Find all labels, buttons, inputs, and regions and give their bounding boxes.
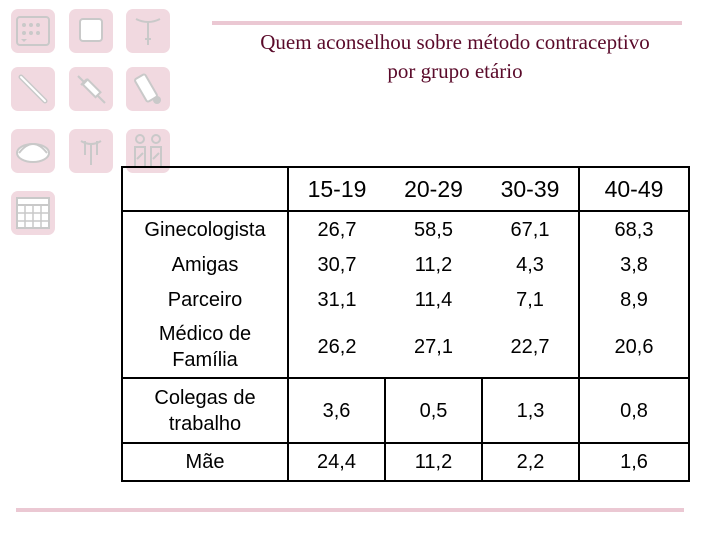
table-cell: 68,3 — [614, 218, 654, 241]
bottom-rule — [16, 508, 684, 512]
couple-icon — [126, 129, 170, 173]
table-cell: 1,6 — [620, 451, 648, 473]
vial-icon — [126, 67, 170, 111]
table-cell: 20,6 — [579, 317, 688, 379]
iud-t-icon — [69, 129, 113, 173]
table-row: Médico de Família 26,2 27,1 22,7 20,6 — [123, 317, 688, 379]
slide-title: Quem aconselhou sobre método contracepti… — [205, 28, 705, 86]
calendar-grid-icon — [11, 191, 55, 235]
table-cell: 3,8 — [620, 253, 648, 276]
header-cell-empty — [123, 168, 289, 212]
iud-icon — [126, 9, 170, 53]
table-cell: 4,3 — [482, 247, 580, 282]
header-cell: 15-19 — [288, 168, 385, 212]
table-cell: 22,7 — [482, 317, 580, 379]
row-label: Mãe — [123, 443, 289, 480]
row-label-line-1: Médico de — [158, 323, 252, 345]
diaphragm-icon — [11, 129, 55, 173]
table-cell: 24,4 — [288, 443, 386, 480]
table-cell: 67,1 — [482, 211, 580, 247]
table-cell: 11,2 — [385, 443, 483, 480]
row-label: Parceiro — [123, 282, 289, 317]
title-rule — [212, 21, 682, 25]
table-cell: 8,9 — [620, 288, 648, 311]
table-row: Parceiro 31,1 11,4 7,1 8,9 — [123, 282, 688, 317]
title-line-2: por grupo etário — [387, 59, 523, 83]
table-cell: 30,7 — [317, 253, 357, 276]
table-cell: 27,1 — [385, 317, 482, 379]
table-row: Amigas 30,7 11,2 4,3 3,8 — [123, 247, 688, 282]
table-row: Ginecologista 26,7 58,5 67,1 68,3 — [123, 211, 688, 247]
title-line-1: Quem aconselhou sobre método contracepti… — [260, 30, 650, 54]
row-label-line-2: Família — [172, 349, 238, 371]
table-cell: 2,2 — [482, 443, 580, 480]
table-cell: 0,5 — [385, 378, 483, 444]
data-table: 15-19 20-29 30-39 40-49 Ginecologista 26… — [123, 168, 688, 480]
table-cell: 31,1 — [317, 288, 357, 311]
table-header-row: 15-19 20-29 30-39 40-49 — [123, 168, 688, 212]
header-cell: 20-29 — [385, 168, 482, 212]
table-cell: 7,1 — [482, 282, 580, 317]
row-label: Colegas de trabalho — [123, 378, 289, 444]
row-label: Amigas — [123, 247, 289, 282]
row-label-line-1: Colegas de — [154, 386, 256, 409]
table-cell: 58,5 — [414, 218, 453, 241]
row-label-line-2: trabalho — [168, 412, 242, 435]
header-cell: 30-39 — [482, 168, 580, 212]
table-row: Colegas de trabalho 3,6 0,5 1,3 0,8 — [123, 378, 688, 444]
row-label: Ginecologista — [123, 211, 289, 247]
table-cell: 0,8 — [579, 378, 688, 444]
injection-icon — [69, 67, 113, 111]
square-icon — [69, 9, 113, 53]
header-cell: 40-49 — [579, 168, 688, 212]
table-cell: 26,2 — [288, 317, 385, 379]
table-cell: 26,7 — [317, 218, 357, 241]
calendar-pill-icon — [11, 9, 55, 53]
row-label: Médico de Família — [123, 317, 289, 379]
table-row: Mãe 24,4 11,2 2,2 1,6 — [123, 443, 688, 480]
table-cell: 3,6 — [288, 378, 386, 444]
table-cell: 1,3 — [482, 378, 580, 444]
table-cell: 11,2 — [414, 253, 453, 276]
data-table-frame: 15-19 20-29 30-39 40-49 Ginecologista 26… — [121, 166, 690, 482]
syringe-cream-icon — [11, 67, 55, 111]
table-cell: 11,4 — [414, 288, 453, 311]
